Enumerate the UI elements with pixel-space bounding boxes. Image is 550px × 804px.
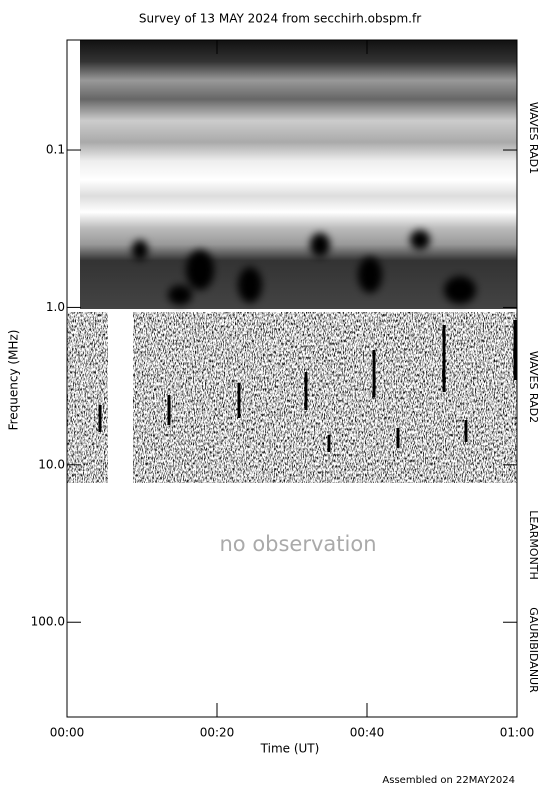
x-tick-label: 01:00 <box>500 726 535 740</box>
y-axis-label: Frequency (MHz) <box>7 330 21 431</box>
chart-title: Survey of 13 MAY 2024 from secchirh.obsp… <box>139 12 421 26</box>
y-tick-label: 10.0 <box>38 457 65 471</box>
annotation: no observation <box>219 532 376 556</box>
x-tick-label: 00:40 <box>350 726 385 740</box>
y-tick-label: 1.0 <box>46 300 65 314</box>
spectrogram <box>67 40 517 483</box>
x-axis-label: Time (UT) <box>260 742 320 756</box>
instrument-label: WAVES RAD1 <box>527 102 540 174</box>
y-tick-label: 100.0 <box>31 615 65 629</box>
y-tick-label: 0.1 <box>46 143 65 157</box>
footer: Assembled on 22MAY2024 <box>382 775 515 786</box>
instrument-label: WAVES RAD2 <box>527 351 540 423</box>
x-tick-label: 00:20 <box>200 726 235 740</box>
plot-frame <box>66 39 518 718</box>
x-tick-label: 00:00 <box>50 726 85 740</box>
instrument-label: GAURIBIDANUR <box>527 607 540 693</box>
instrument-label: LEARMONTH <box>527 510 540 580</box>
